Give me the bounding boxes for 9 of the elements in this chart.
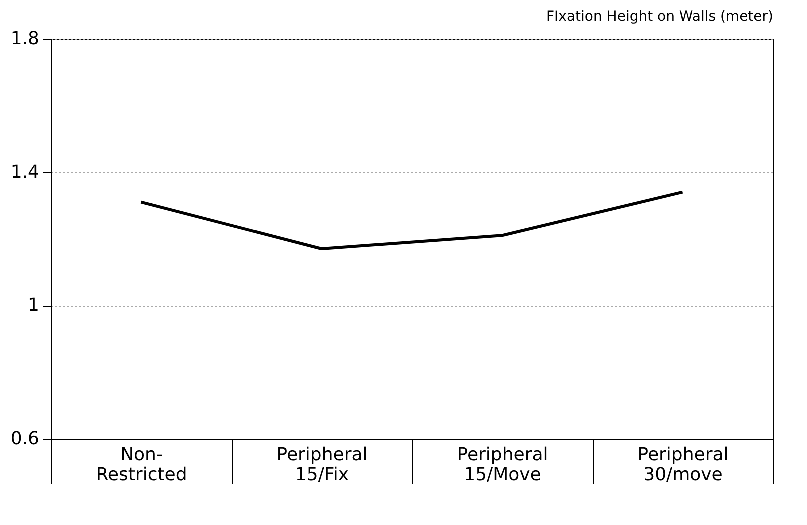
y-tick-label: 1 <box>28 295 40 316</box>
x-tick-label: Peripheral 15/Fix <box>276 444 368 486</box>
y-tick-label: 0.6 <box>10 428 40 450</box>
x-tick-label: Non-Restricted <box>96 444 188 486</box>
x-tick-label: Peripheral 15/Move <box>457 444 548 486</box>
y-tick-label: 1.8 <box>10 28 40 50</box>
x-tick-label: Peripheral 30/move <box>638 444 729 486</box>
y-tick-label: 1.4 <box>10 162 40 183</box>
chart-title: FIxation Height on Walls (meter) <box>546 9 774 25</box>
